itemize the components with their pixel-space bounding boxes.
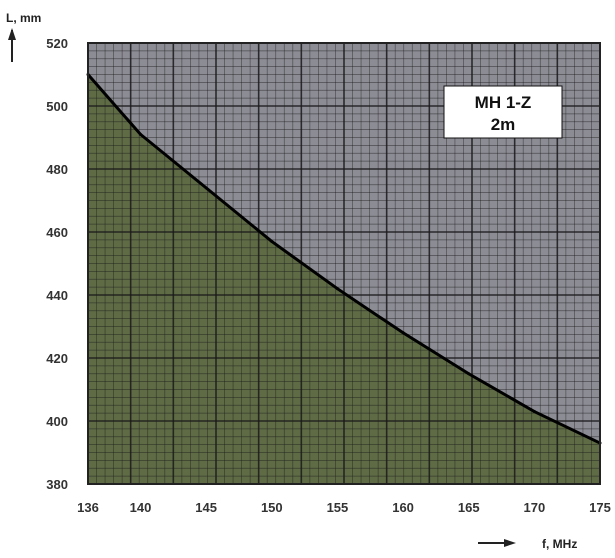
y-tick-label: 440 bbox=[46, 288, 68, 303]
y-tick-label: 420 bbox=[46, 351, 68, 366]
y-tick-label: 460 bbox=[46, 225, 68, 240]
x-axis-arrow-icon bbox=[478, 539, 516, 547]
series-point bbox=[335, 287, 339, 291]
x-tick-label: 150 bbox=[261, 500, 283, 515]
series-point bbox=[532, 410, 536, 414]
y-axis-ticks: 380 400 420 440 460 480 500 520 bbox=[46, 36, 68, 492]
y-tick-label: 500 bbox=[46, 99, 68, 114]
annotation-band: 2m bbox=[491, 115, 516, 134]
y-tick-label: 380 bbox=[46, 477, 68, 492]
x-axis-ticks: 136 140 145 150 155 160 165 170 175 bbox=[77, 500, 611, 515]
x-tick-label: 140 bbox=[130, 500, 152, 515]
x-tick-label: 136 bbox=[77, 500, 99, 515]
annotation-box: MH 1-Z 2m bbox=[443, 85, 563, 139]
y-axis-arrow-icon bbox=[8, 28, 16, 62]
series-point bbox=[270, 239, 274, 243]
series-point bbox=[467, 372, 471, 376]
annotation-model: MH 1-Z bbox=[475, 93, 532, 112]
y-tick-label: 520 bbox=[46, 36, 68, 51]
x-tick-label: 165 bbox=[458, 500, 480, 515]
x-axis-label: f, MHz bbox=[542, 537, 577, 551]
x-tick-label: 175 bbox=[589, 500, 611, 515]
y-axis-label: L, mm bbox=[6, 11, 41, 25]
x-tick-label: 155 bbox=[327, 500, 349, 515]
x-tick-label: 145 bbox=[195, 500, 217, 515]
x-tick-label: 170 bbox=[524, 500, 546, 515]
x-tick-label: 160 bbox=[392, 500, 414, 515]
series-point bbox=[139, 132, 143, 136]
plot-frame bbox=[87, 42, 601, 485]
y-tick-label: 480 bbox=[46, 162, 68, 177]
series-point bbox=[204, 186, 208, 190]
series-point bbox=[401, 331, 405, 335]
y-tick-label: 400 bbox=[46, 414, 68, 429]
